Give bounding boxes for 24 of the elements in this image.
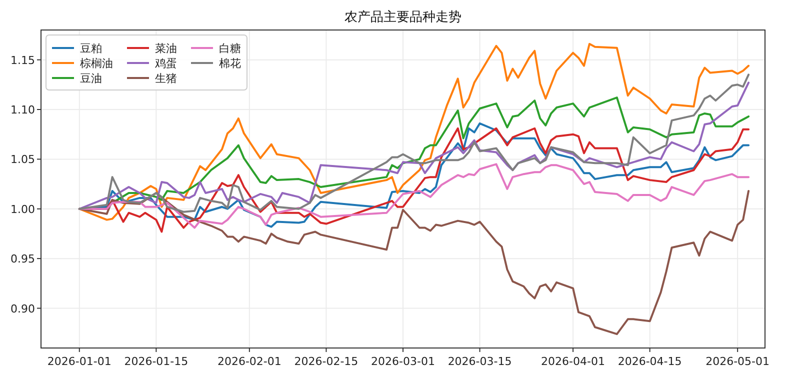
legend-label: 生猪	[155, 72, 177, 85]
legend-label: 棕榈油	[80, 57, 113, 70]
x-tick-label: 2026-02-01	[217, 355, 282, 368]
y-tick-label: 1.15	[10, 54, 35, 67]
y-tick-label: 1.00	[10, 202, 35, 216]
x-tick-label: 2026-01-01	[47, 355, 112, 368]
x-tick-label: 2026-05-01	[706, 355, 770, 368]
x-tick-label: 2026-04-01	[541, 355, 605, 368]
y-tick-label: 1.05	[10, 153, 35, 166]
legend-label: 豆粕	[80, 42, 102, 55]
x-tick-label: 2026-03-15	[448, 355, 512, 368]
x-tick-label: 2026-01-15	[124, 355, 188, 368]
y-tick-label: 0.90	[10, 302, 35, 316]
chart-title: 农产品主要品种走势	[344, 9, 462, 25]
legend-label: 棉花	[219, 57, 241, 70]
legend-label: 白糖	[219, 42, 241, 55]
x-tick-label: 2026-03-01	[371, 355, 435, 368]
legend-label: 鸡蛋	[154, 57, 177, 70]
y-tick-label: 1.10	[10, 104, 35, 116]
y-tick-label: 0.95	[10, 252, 35, 266]
x-tick-label: 2026-04-15	[618, 355, 682, 368]
legend-label: 豆油	[80, 72, 102, 85]
x-tick-label: 2026-02-15	[294, 355, 358, 368]
legend-label: 菜油	[155, 42, 177, 55]
